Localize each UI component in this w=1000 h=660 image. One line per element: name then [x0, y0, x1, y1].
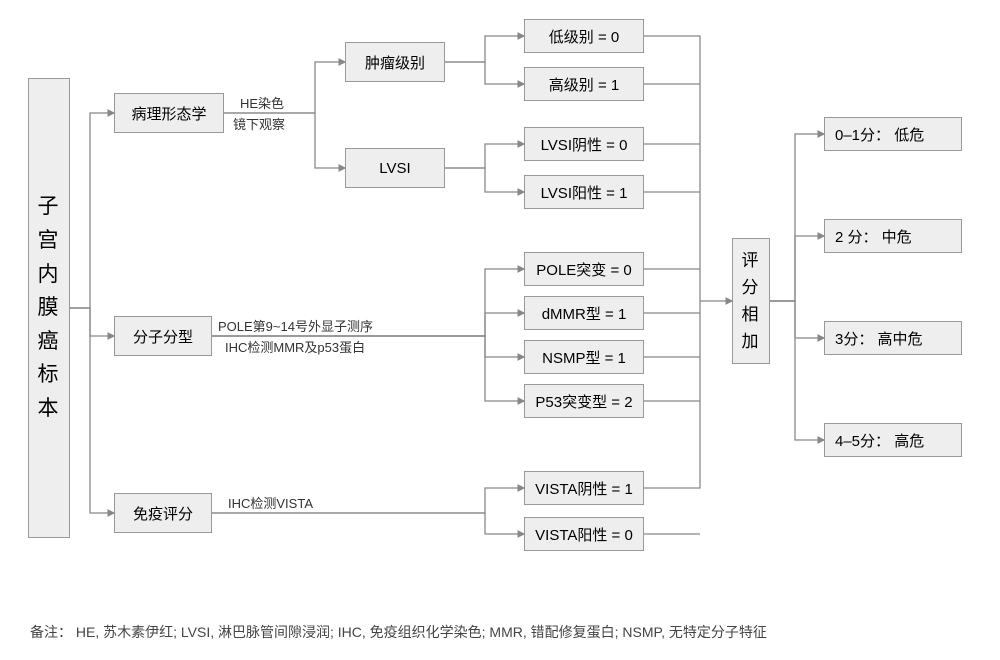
sum-box: 评分相加: [732, 238, 770, 364]
leaf-text: NSMP型 = 1: [542, 347, 626, 368]
branch2-edge-bottom: IHC检测MMR及p53蛋白: [225, 337, 365, 356]
leaf-text: 高级别 = 1: [549, 74, 619, 95]
branch1-label: 病理形态学: [131, 103, 206, 124]
leaf-text: POLE突变 = 0: [536, 259, 631, 280]
leaf-lvsi-pos: LVSI阳性 = 1: [524, 175, 644, 209]
leaf-low-grade: 低级别 = 0: [524, 19, 644, 53]
leaf-text: P53突变型 = 2: [535, 391, 632, 412]
branch3-label: 免疫评分: [133, 503, 193, 524]
risk-high: 4–5分： 高危: [824, 423, 962, 457]
risk-text: 0–1分： 低危: [835, 124, 924, 145]
branch3-box: 免疫评分: [114, 493, 212, 533]
risk-mid: 2 分： 中危: [824, 219, 962, 253]
leaf-pole: POLE突变 = 0: [524, 252, 644, 286]
branch1-sub2-box: LVSI: [345, 148, 445, 188]
branch2-box: 分子分型: [114, 316, 212, 356]
branch1-edge-top: HE染色: [240, 93, 284, 112]
leaf-dmmr: dMMR型 = 1: [524, 296, 644, 330]
risk-text: 2 分： 中危: [835, 226, 912, 247]
leaf-lvsi-neg: LVSI阴性 = 0: [524, 127, 644, 161]
leaf-high-grade: 高级别 = 1: [524, 67, 644, 101]
branch1-sub1-label: 肿瘤级别: [365, 52, 425, 73]
leaf-text: VISTA阳性 = 0: [535, 524, 633, 545]
leaf-nsmp: NSMP型 = 1: [524, 340, 644, 374]
risk-highmid: 3分： 高中危: [824, 321, 962, 355]
leaf-text: VISTA阴性 = 1: [535, 478, 633, 499]
risk-text: 3分： 高中危: [835, 328, 923, 349]
branch1-edge-bottom: 镜下观察: [233, 114, 285, 133]
branch2-edge-top: POLE第9~14号外显子测序: [218, 316, 373, 335]
branch3-edge-top: IHC检测VISTA: [228, 493, 313, 512]
flowchart: 子宫内膜癌标本 病理形态学 HE染色 镜下观察 肿瘤级别 LVSI 低级别 = …: [0, 0, 1000, 610]
branch1-sub1-box: 肿瘤级别: [345, 42, 445, 82]
branch2-label: 分子分型: [133, 326, 193, 347]
leaf-vista-neg: VISTA阴性 = 1: [524, 471, 644, 505]
leaf-vista-pos: VISTA阳性 = 0: [524, 517, 644, 551]
root-box: 子宫内膜癌标本: [28, 78, 70, 538]
branch1-box: 病理形态学: [114, 93, 224, 133]
leaf-text: LVSI阴性 = 0: [541, 134, 628, 155]
leaf-p53: P53突变型 = 2: [524, 384, 644, 418]
branch1-sub2-label: LVSI: [379, 160, 410, 177]
leaf-text: LVSI阳性 = 1: [541, 182, 628, 203]
risk-text: 4–5分： 高危: [835, 430, 924, 451]
leaf-text: dMMR型 = 1: [542, 303, 627, 324]
leaf-text: 低级别 = 0: [549, 26, 619, 47]
risk-low: 0–1分： 低危: [824, 117, 962, 151]
footnote: 备注： HE, 苏木素伊红; LVSI, 淋巴脉管间隙浸润; IHC, 免疫组织…: [30, 622, 767, 642]
